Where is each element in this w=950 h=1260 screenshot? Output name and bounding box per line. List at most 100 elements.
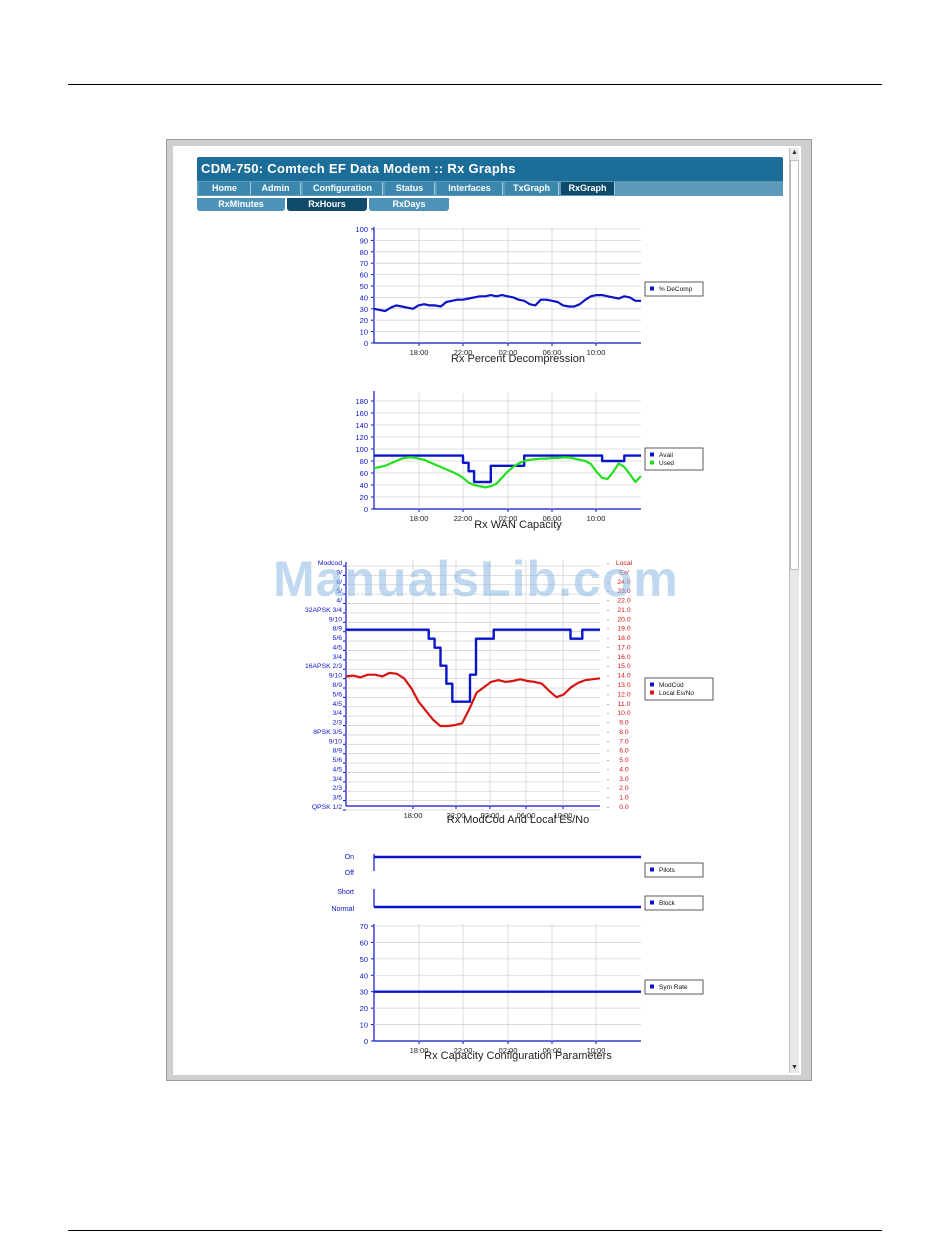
chart-5-y-tick-label: 70 <box>360 922 368 931</box>
chart-2-y-left-label: 9/10 <box>329 738 342 745</box>
chart-2-legend-label: ModCod <box>659 682 684 689</box>
chart-5-y-tick-label: 0 <box>364 1037 368 1046</box>
chart-2-y-right-label: 24.0 <box>617 579 630 586</box>
chart-2-y-left-label: 8PSK 3/5 <box>313 729 342 736</box>
chart-5-y-tick-label: 20 <box>360 1004 368 1013</box>
chart-3-legend-box <box>644 862 704 878</box>
chart-2-y-right-label: 0.0 <box>619 804 629 811</box>
chart-2-y-right-label: 8.0 <box>619 729 629 736</box>
chart-0-x-tick-label: 06:00 <box>543 348 562 357</box>
chart-3-y-tick-label: Off <box>345 870 354 877</box>
chart-1-series-0-line <box>374 454 641 484</box>
vertical-scrollbar[interactable]: ▲ ▼ <box>789 148 799 1073</box>
chart-1-y-tick-label: 0 <box>364 505 368 514</box>
chart-2-y-right-tick: - <box>607 579 609 586</box>
chart-0-legend-box <box>644 281 704 297</box>
chart-4-legend-swatch <box>650 900 654 905</box>
chart-0-series-0-line <box>373 294 641 313</box>
chart-2-x-tick-label: 10:00 <box>554 811 573 820</box>
chart-1-x-tick-label: 06:00 <box>543 514 562 523</box>
chart-2-x-tick-label: 18:00 <box>404 811 423 820</box>
bottom-rule <box>68 1230 882 1231</box>
chart-2-y-right-label: 18.0 <box>617 635 630 642</box>
tab-status[interactable]: Status <box>385 182 435 195</box>
chart-2-y-right-tick: - <box>607 635 609 642</box>
chart-2-y-right-tick: - <box>607 748 609 755</box>
chart-2-y-right-label: 23.0 <box>617 588 630 595</box>
chart-2-y-right-tick: - <box>607 710 609 717</box>
chart-2-y-left-label: 3/4 <box>333 776 343 783</box>
tab-home[interactable]: Home <box>199 182 251 195</box>
scroll-up-arrow-icon[interactable]: ▲ <box>791 149 798 156</box>
chart-2-y-right-tick: - <box>607 785 609 792</box>
browser-frame: CDM-750: Comtech EF Data Modem :: Rx Gra… <box>166 139 812 1081</box>
subtab-rxdays[interactable]: RxDays <box>369 198 449 211</box>
tab-txgraph[interactable]: TxGraph <box>505 182 559 195</box>
chart-2-y-right-label: 13.0 <box>617 682 630 689</box>
chart-2-y-left-label: 5/6 <box>333 691 343 698</box>
chart-0-y-tick-label: 70 <box>360 259 368 268</box>
chart-0-x-tick-label: 02:00 <box>499 348 518 357</box>
chart-2-y-right-tick: - <box>607 729 609 736</box>
chart-2-y-right-label: 6.0 <box>619 748 629 755</box>
chart-2-y-left-label: 4/ <box>336 598 342 605</box>
chart-0-y-tick-label: 60 <box>360 271 368 280</box>
chart-2-y-left-label: 3/5 <box>333 795 343 802</box>
chart-2-y-left-label: Modcod <box>318 560 342 567</box>
chart-1-x-tick-label: 18:00 <box>410 514 429 523</box>
chart-0-y-tick-label: 10 <box>360 328 368 337</box>
chart-2-y-left-label: 8/9 <box>333 748 343 755</box>
chart-2-series-0-line <box>346 628 600 703</box>
chart-0-y-tick-label: 100 <box>355 225 368 234</box>
chart-2-y-right-tick: - <box>607 720 609 727</box>
chart-4-y-tick-label: Short <box>337 889 354 896</box>
chart-2-y-left-label: 4/5 <box>333 644 343 651</box>
chart-2-x-tick-label: 22:00 <box>447 811 466 820</box>
chart-3-legend-label: Pilots <box>659 867 676 874</box>
chart-2-y-right-label: 20.0 <box>617 616 630 623</box>
chart-0-legend-label: % DeComp <box>659 286 693 293</box>
chart-2-y-left-label: 5/6 <box>333 635 343 642</box>
chart-5-y-tick-label: 60 <box>360 938 368 947</box>
chart-2-y-left-label: 16APSK 2/3 <box>305 663 342 670</box>
subtab-rxhours[interactable]: RxHours <box>287 198 367 211</box>
scroll-thumb[interactable] <box>790 160 799 570</box>
chart-5-title: Rx Capacity Configuration Parameters <box>424 1050 612 1062</box>
chart-2-y-right-label: 15.0 <box>617 663 630 670</box>
tab-rxgraph[interactable]: RxGraph <box>561 182 615 195</box>
chart-1-y-tick-label: 80 <box>360 457 368 466</box>
chart-2-x-tick-label: 06:00 <box>517 811 536 820</box>
subtab-rxminutes[interactable]: RxMinutes <box>197 198 285 211</box>
tab-interfaces[interactable]: Interfaces <box>437 182 503 195</box>
chart-2-legend-swatch <box>650 682 654 687</box>
scroll-down-arrow-icon[interactable]: ▼ <box>791 1064 798 1071</box>
chart-1-legend-label: Avail <box>659 452 674 459</box>
chart-5-x-tick-label: 06:00 <box>543 1046 562 1055</box>
chart-2-y-left-label: 8/9 <box>333 682 343 689</box>
chart-1-x-tick-label: 22:00 <box>454 514 473 523</box>
chart-2-y-right-tick: - <box>607 616 609 623</box>
tab-configuration[interactable]: Configuration <box>303 182 383 195</box>
chart-1-legend-swatch <box>650 460 654 465</box>
chart-4-legend-label: Block <box>659 900 676 907</box>
chart-2-y-left-label: 9/10 <box>329 616 342 623</box>
chart-5-legend-box <box>644 979 704 995</box>
chart-1-legend-box <box>644 447 704 471</box>
tab-admin[interactable]: Admin <box>251 182 301 195</box>
chart-5-legend-label: Sym Rate <box>659 984 688 991</box>
chart-0-legend-swatch <box>650 286 654 291</box>
chart-2-y-left-label: 2/3 <box>333 720 343 727</box>
chart-5-x-tick-label: 10:00 <box>587 1046 606 1055</box>
chart-2-y-right-label: 17.0 <box>617 644 630 651</box>
chart-2-y-right-label: 21.0 <box>617 607 630 614</box>
chart-2-y-right-label: Local <box>616 560 633 567</box>
chart-2-y-left-label: 8/9 <box>333 626 343 633</box>
chart-2-y-right-label: 1.0 <box>619 795 629 802</box>
chart-2-y-right-tick: - <box>607 701 609 708</box>
chart-5-y-tick-label: 30 <box>360 988 368 997</box>
chart-1-y-tick-label: 120 <box>355 433 368 442</box>
chart-5-legend-swatch <box>650 984 654 989</box>
chart-1-title: Rx WAN Capacity <box>474 519 562 531</box>
chart-2-legend-label: Local Es/No <box>659 690 694 697</box>
